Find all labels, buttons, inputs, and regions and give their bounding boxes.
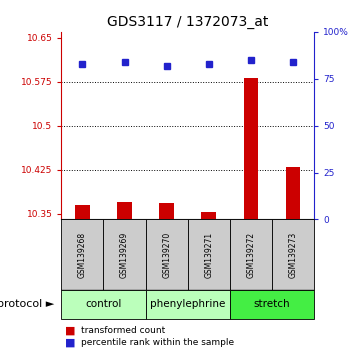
Text: phenylephrine: phenylephrine <box>150 299 225 309</box>
Bar <box>145 219 188 290</box>
Bar <box>272 219 314 290</box>
Bar <box>201 212 216 219</box>
Text: ■: ■ <box>65 326 75 336</box>
Bar <box>145 290 230 319</box>
Text: GSM139269: GSM139269 <box>120 232 129 278</box>
Text: GSM139271: GSM139271 <box>204 232 213 278</box>
Bar <box>244 78 258 219</box>
Text: GSM139270: GSM139270 <box>162 232 171 278</box>
Bar <box>61 219 104 290</box>
Text: ■: ■ <box>65 338 75 348</box>
Bar <box>75 205 90 219</box>
Text: GSM139268: GSM139268 <box>78 232 87 278</box>
Bar <box>159 203 174 219</box>
Text: GSM139272: GSM139272 <box>247 232 255 278</box>
Title: GDS3117 / 1372073_at: GDS3117 / 1372073_at <box>107 16 269 29</box>
Bar <box>286 167 300 219</box>
Bar <box>104 219 145 290</box>
Text: percentile rank within the sample: percentile rank within the sample <box>81 338 234 347</box>
Text: stretch: stretch <box>254 299 290 309</box>
Bar <box>117 202 132 219</box>
Bar <box>230 219 272 290</box>
Bar <box>188 219 230 290</box>
Bar <box>61 290 145 319</box>
Text: GSM139273: GSM139273 <box>288 232 297 278</box>
Text: protocol ►: protocol ► <box>0 299 54 309</box>
Text: control: control <box>85 299 122 309</box>
Bar <box>230 290 314 319</box>
Text: transformed count: transformed count <box>81 326 165 336</box>
